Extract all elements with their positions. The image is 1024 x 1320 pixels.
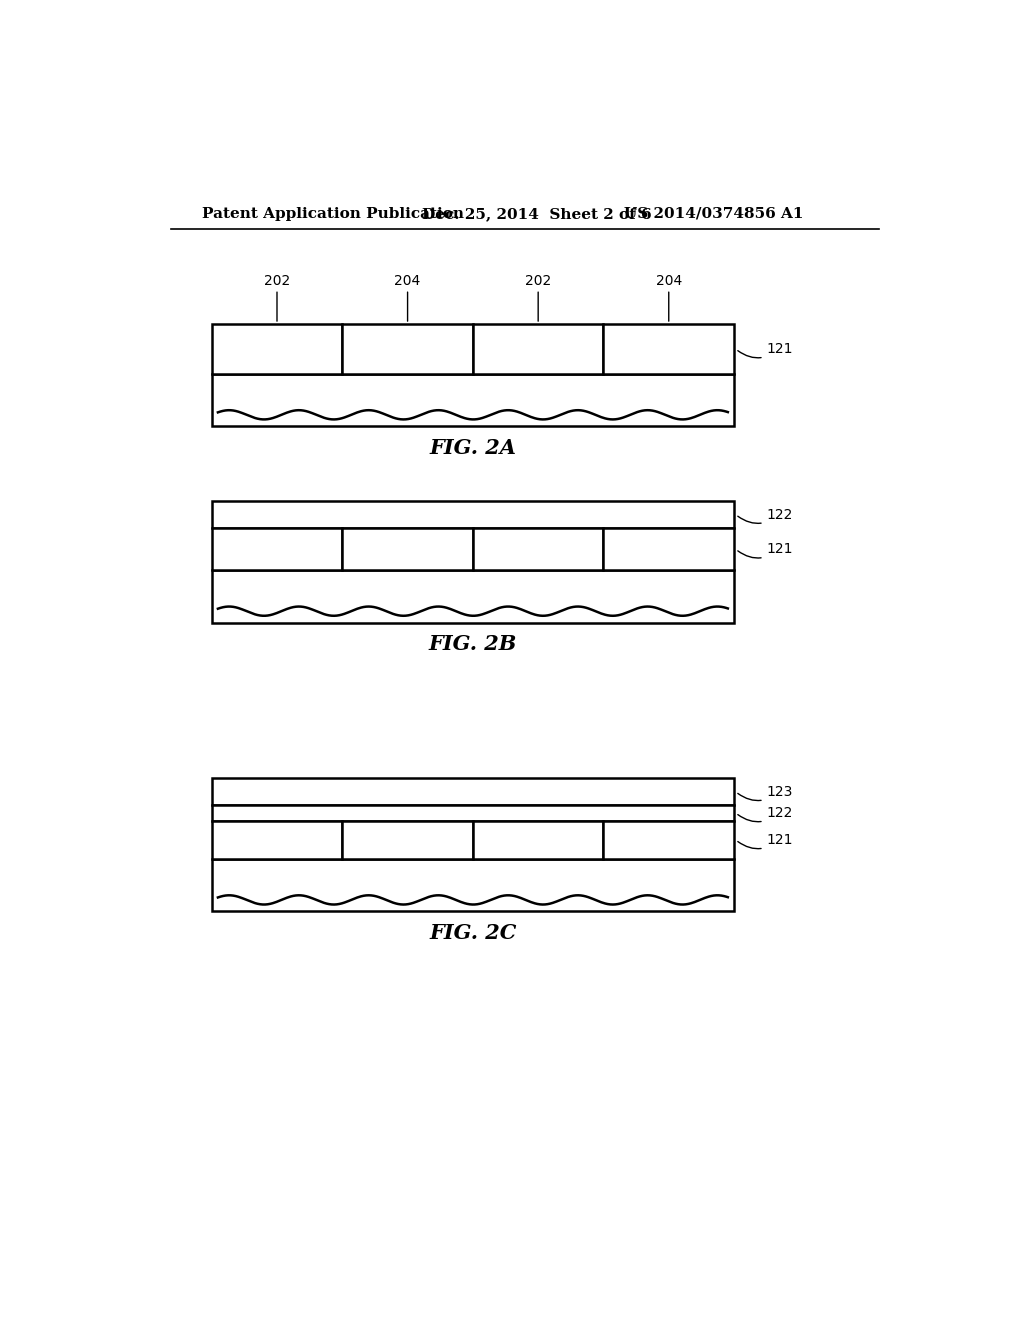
Text: Al Cu: Al Cu — [389, 342, 426, 356]
Text: 121: 121 — [738, 543, 794, 558]
Text: HDP-OX: HDP-OX — [445, 507, 500, 521]
Bar — [212, 502, 734, 528]
Text: Al Cu: Al Cu — [650, 342, 687, 356]
Bar — [212, 570, 734, 623]
Text: 204: 204 — [655, 273, 682, 288]
Bar — [473, 821, 603, 859]
Text: 202: 202 — [264, 273, 290, 288]
Text: 122: 122 — [738, 807, 793, 822]
Text: O-N-O: O-N-O — [452, 784, 495, 799]
Text: 121: 121 — [738, 833, 794, 849]
Text: FIG. 2C: FIG. 2C — [429, 923, 516, 942]
Text: 204: 204 — [394, 273, 421, 288]
Text: US 2014/0374856 A1: US 2014/0374856 A1 — [624, 207, 804, 220]
Text: HDP-OX: HDP-OX — [250, 342, 304, 356]
Text: FIG. 2A: FIG. 2A — [429, 438, 516, 458]
Bar — [212, 779, 734, 805]
Bar — [212, 323, 342, 374]
Bar — [342, 821, 473, 859]
Bar — [603, 323, 734, 374]
Text: 122: 122 — [738, 507, 793, 523]
Bar — [212, 374, 734, 426]
Bar — [603, 528, 734, 570]
Text: HDP-OX: HDP-OX — [511, 342, 565, 356]
Text: Dec. 25, 2014  Sheet 2 of 6: Dec. 25, 2014 Sheet 2 of 6 — [423, 207, 652, 220]
Bar — [473, 528, 603, 570]
Text: 123: 123 — [738, 784, 793, 800]
Bar — [342, 323, 473, 374]
Bar — [212, 528, 342, 570]
Bar — [212, 859, 734, 911]
Bar — [603, 821, 734, 859]
Bar — [212, 821, 342, 859]
Bar — [212, 805, 734, 821]
Bar — [473, 323, 603, 374]
Bar — [342, 528, 473, 570]
Text: Patent Application Publication: Patent Application Publication — [202, 207, 464, 220]
Text: FIG. 2B: FIG. 2B — [429, 635, 517, 655]
Text: 202: 202 — [525, 273, 551, 288]
Text: 121: 121 — [738, 342, 794, 358]
